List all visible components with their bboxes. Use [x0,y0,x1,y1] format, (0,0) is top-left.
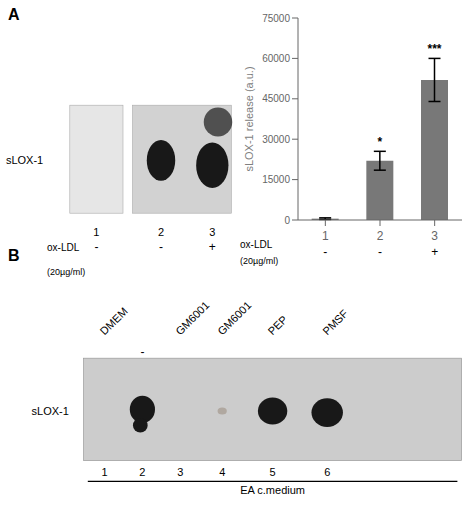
svg-text:15000: 15000 [262,174,290,185]
svg-text:sLOX-1: sLOX-1 [8,154,43,166]
svg-text:GM6001: GM6001 [215,299,253,337]
svg-text:-: - [378,245,382,259]
svg-text:ox-LDL: ox-LDL [47,242,80,253]
svg-text:30000: 30000 [262,134,290,145]
svg-text:B: B [8,247,20,264]
svg-text:2: 2 [377,229,384,243]
svg-text:(20µg/ml): (20µg/ml) [240,256,278,266]
svg-text:-: - [140,345,144,359]
svg-text:0: 0 [284,215,290,226]
svg-text:2: 2 [139,466,145,478]
svg-text:45000: 45000 [262,93,290,104]
svg-text:-: - [94,240,98,254]
svg-text:EA c.medium: EA c.medium [240,484,305,496]
svg-text:75000: 75000 [262,13,290,24]
svg-text:3: 3 [209,226,215,238]
svg-text:3: 3 [177,466,183,478]
svg-text:60000: 60000 [262,53,290,64]
svg-text:1: 1 [93,226,99,238]
svg-text:3: 3 [431,229,438,243]
svg-text:sLOX-1 release (a.u.): sLOX-1 release (a.u.) [243,66,255,171]
svg-text:sLOX-1: sLOX-1 [32,405,69,417]
svg-text:*: * [377,135,382,149]
svg-text:PEP: PEP [266,313,290,337]
svg-text:+: + [431,245,438,259]
svg-text:PMSF: PMSF [320,307,350,337]
svg-text:5: 5 [270,466,276,478]
svg-text:-: - [323,245,327,259]
svg-text:DMEM: DMEM [98,305,130,337]
svg-text:ox-LDL: ox-LDL [240,239,273,250]
svg-text:2: 2 [158,226,164,238]
svg-text:-: - [159,240,163,254]
svg-text:4: 4 [219,466,225,478]
svg-text:1: 1 [322,229,329,243]
svg-text:***: *** [427,42,441,56]
svg-text:6: 6 [324,466,330,478]
svg-text:GM6001: GM6001 [173,299,211,337]
svg-text:+: + [209,240,216,254]
svg-text:A: A [8,6,20,23]
svg-text:(20µg/ml): (20µg/ml) [47,267,85,277]
svg-text:1: 1 [102,466,108,478]
